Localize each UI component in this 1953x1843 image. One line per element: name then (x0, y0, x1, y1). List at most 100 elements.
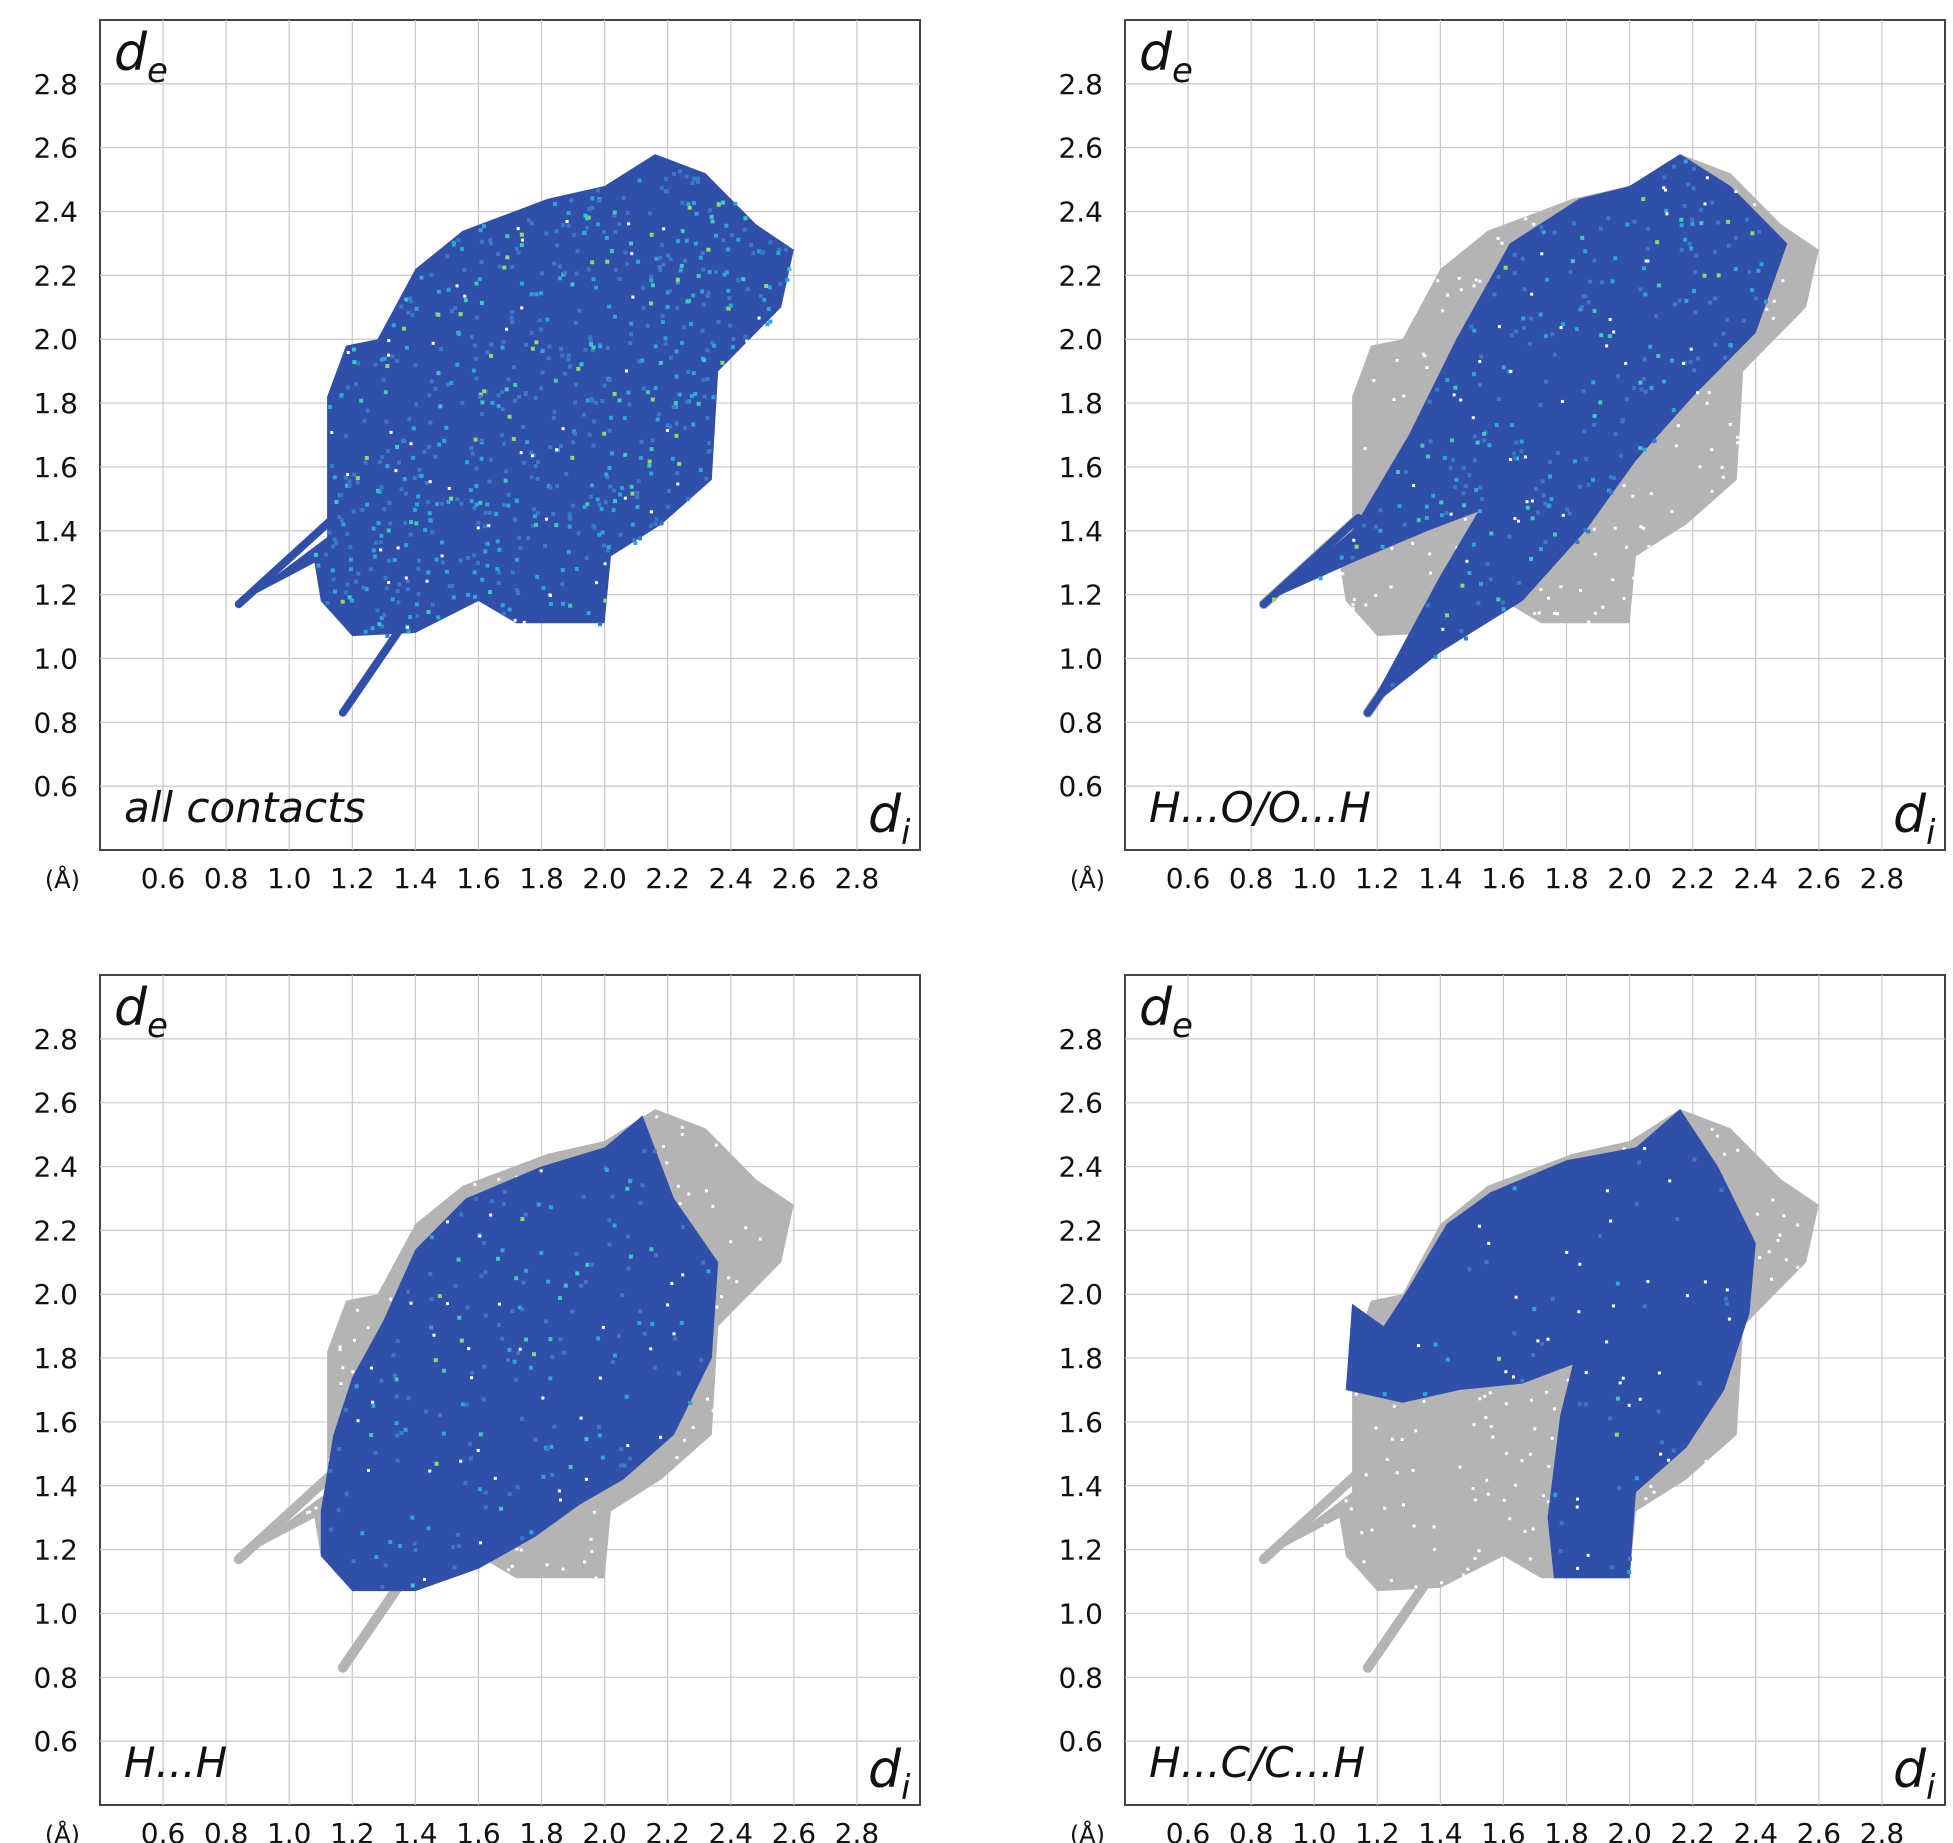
gap-point (1575, 1505, 1579, 1509)
gray-gap-point (1478, 279, 1482, 283)
density-point (532, 452, 537, 457)
gray-gap-point (1546, 1500, 1550, 1504)
gray-gap-point (691, 1426, 695, 1430)
density-point (675, 306, 680, 311)
density-point (501, 340, 506, 345)
density-point (598, 622, 603, 627)
gray-gap-point (519, 1548, 523, 1552)
density-point (1427, 399, 1432, 404)
gray-gap-point (678, 1202, 682, 1206)
gray-gap-point (561, 1567, 565, 1571)
density-point (621, 195, 626, 200)
density-point (484, 389, 489, 394)
density-point (1618, 453, 1623, 458)
gray-gap-point (1631, 494, 1635, 498)
density-point (583, 1279, 588, 1284)
density-point (1687, 241, 1692, 246)
density-point (568, 1465, 573, 1470)
density-point (515, 1485, 520, 1490)
density-point (474, 281, 479, 286)
density-point (675, 280, 680, 285)
gray-gap-point (1472, 284, 1476, 288)
gray-gap-point (1547, 1464, 1551, 1468)
density-point (619, 1463, 624, 1468)
density-point (1568, 270, 1573, 275)
density-point (427, 511, 432, 516)
gray-gap-point (1351, 603, 1355, 607)
density-point (1581, 294, 1586, 299)
y-tick-label: 1.8 (33, 1342, 78, 1375)
gray-gap-point (1705, 401, 1709, 405)
density-point (622, 416, 627, 421)
gray-gap-point (1461, 1573, 1465, 1577)
density-point (347, 478, 352, 483)
density-point (487, 510, 492, 515)
density-point (406, 310, 411, 315)
density-point (696, 176, 701, 181)
density-point (640, 1183, 645, 1188)
gray-gap-point (1710, 448, 1714, 452)
density-point (706, 290, 711, 295)
density-point (514, 557, 519, 562)
density-point (399, 1431, 404, 1436)
y-tick-label: 2.6 (33, 132, 78, 165)
gap-point (1416, 1344, 1420, 1348)
x-tick-label: 0.8 (1229, 862, 1274, 895)
gray-gap-point (1698, 465, 1702, 469)
gap-point (394, 469, 398, 473)
gap-point (330, 431, 334, 435)
density-point (1724, 1301, 1729, 1306)
gray-gap-point (682, 1438, 686, 1442)
density-point (635, 505, 640, 510)
density-point (1462, 503, 1467, 508)
density-point (653, 344, 658, 349)
density-point (1628, 1556, 1633, 1561)
gray-gap-point (1587, 620, 1591, 624)
density-point (538, 327, 543, 332)
density-point (1750, 231, 1755, 236)
density-point (668, 257, 673, 262)
y-tick-label: 2.4 (1058, 1151, 1103, 1184)
density-point (500, 389, 505, 394)
density-point (391, 323, 396, 328)
x-tick-label: 1.0 (267, 862, 312, 895)
density-point (1610, 1565, 1615, 1570)
gap-point (459, 1459, 463, 1463)
density-point (594, 285, 599, 290)
x-tick-label: 1.4 (1418, 1817, 1463, 1843)
density-point (603, 598, 608, 603)
density-point (642, 1149, 647, 1154)
density-point (686, 370, 691, 375)
density-point (1764, 299, 1769, 304)
x-tick-label: 2.4 (1734, 1817, 1779, 1843)
gap-point (366, 1469, 370, 1473)
gray-gap-point (1707, 391, 1711, 395)
density-point (500, 603, 505, 608)
density-point (695, 179, 700, 184)
density-point (557, 1296, 562, 1301)
density-point (348, 557, 353, 562)
density-point (449, 496, 454, 501)
density-point (597, 198, 602, 203)
density-point (512, 1359, 517, 1364)
gap-point (447, 486, 451, 490)
density-point (1521, 316, 1526, 321)
density-point (1638, 380, 1643, 385)
density-point (1683, 237, 1688, 242)
density-point (340, 599, 345, 604)
density-point (704, 476, 709, 481)
density-point (386, 449, 391, 454)
density-point (592, 419, 597, 424)
gray-gap-point (1463, 517, 1467, 521)
density-point (1539, 225, 1544, 230)
density-point (386, 558, 391, 563)
x-tick-label: 0.6 (1166, 862, 1211, 895)
gray-gap-point (1781, 279, 1785, 283)
density-point (499, 433, 504, 438)
density-point (426, 444, 431, 449)
x-tick-label: 2.2 (1670, 862, 1715, 895)
gap-point (521, 238, 525, 242)
density-point (380, 1584, 385, 1589)
density-point (1555, 450, 1560, 455)
density-point (1503, 265, 1508, 270)
